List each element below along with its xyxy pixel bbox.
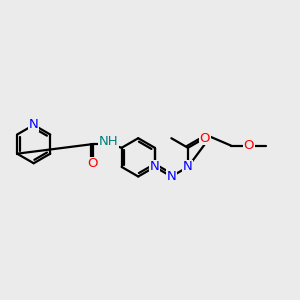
Text: N: N [167, 170, 176, 183]
Text: O: O [243, 139, 254, 152]
Text: O: O [87, 157, 98, 170]
Text: NH: NH [99, 135, 118, 148]
Text: N: N [150, 160, 160, 173]
Text: N: N [29, 118, 39, 131]
Text: N: N [183, 160, 193, 173]
Text: O: O [200, 132, 210, 145]
